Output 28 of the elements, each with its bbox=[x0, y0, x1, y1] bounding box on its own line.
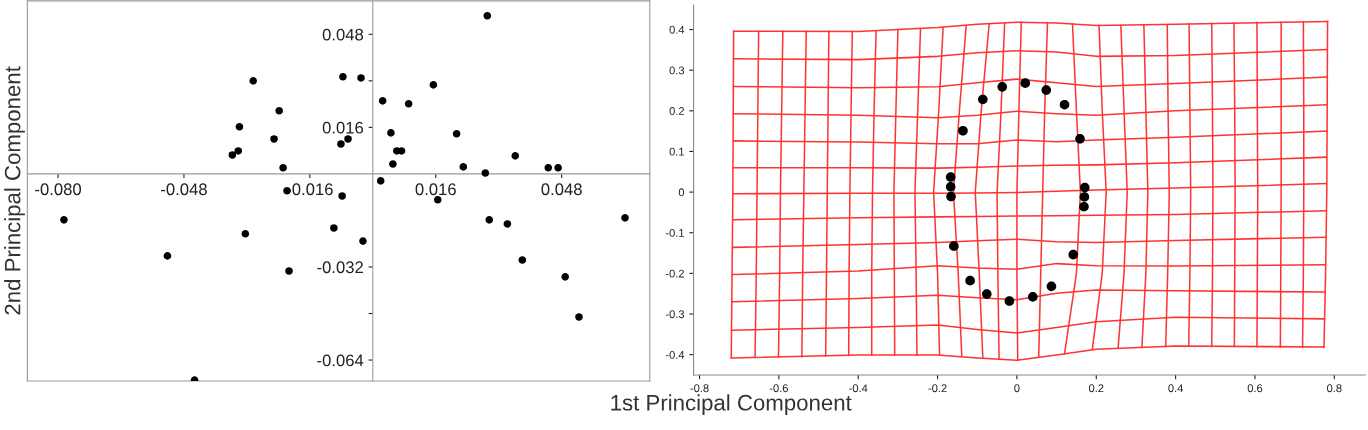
y-tick-label: -0.1 bbox=[665, 229, 685, 237]
y-tick-label: 0.1 bbox=[669, 147, 685, 156]
y-tick-label: 0.3 bbox=[669, 66, 685, 75]
y-tick-label: 0.2 bbox=[669, 107, 684, 115]
x-tick-label: -0.016 bbox=[286, 183, 333, 196]
x-tick-label: 0.6 bbox=[1247, 384, 1263, 393]
x-tick-label: 0.8 bbox=[1327, 384, 1342, 393]
x-tick-label: -0.080 bbox=[35, 183, 82, 196]
y-axis-title: 2nd Principal Component bbox=[4, 66, 25, 315]
x-tick-label: -0.6 bbox=[769, 384, 788, 393]
y-tick-label: -0.4 bbox=[665, 350, 685, 359]
x-tick-label: -0.048 bbox=[161, 183, 207, 196]
y-tick-label: 0.4 bbox=[669, 25, 685, 34]
x-tick-label: -0.2 bbox=[928, 384, 947, 393]
x-tick-label: 0 bbox=[1014, 384, 1020, 393]
x-tick-label: 0.016 bbox=[415, 183, 456, 196]
y-tick-label: -0.3 bbox=[665, 310, 685, 319]
y-tick-label: -0.032 bbox=[317, 261, 363, 274]
y-tick-label: -0.064 bbox=[317, 354, 364, 367]
x-tick-label: -0.4 bbox=[849, 384, 868, 393]
y-tick-label: -0.2 bbox=[665, 269, 684, 278]
x-tick-label: 0.4 bbox=[1168, 384, 1184, 393]
x-tick-label: 0.2 bbox=[1088, 384, 1104, 393]
x-tick-label: 0.048 bbox=[541, 183, 582, 196]
y-tick-label: 0.048 bbox=[322, 28, 364, 41]
x-tick-label: -0.8 bbox=[690, 384, 709, 393]
x-axis-title: 1st Principal Component bbox=[611, 394, 852, 415]
y-tick-label: 0.016 bbox=[322, 121, 364, 134]
